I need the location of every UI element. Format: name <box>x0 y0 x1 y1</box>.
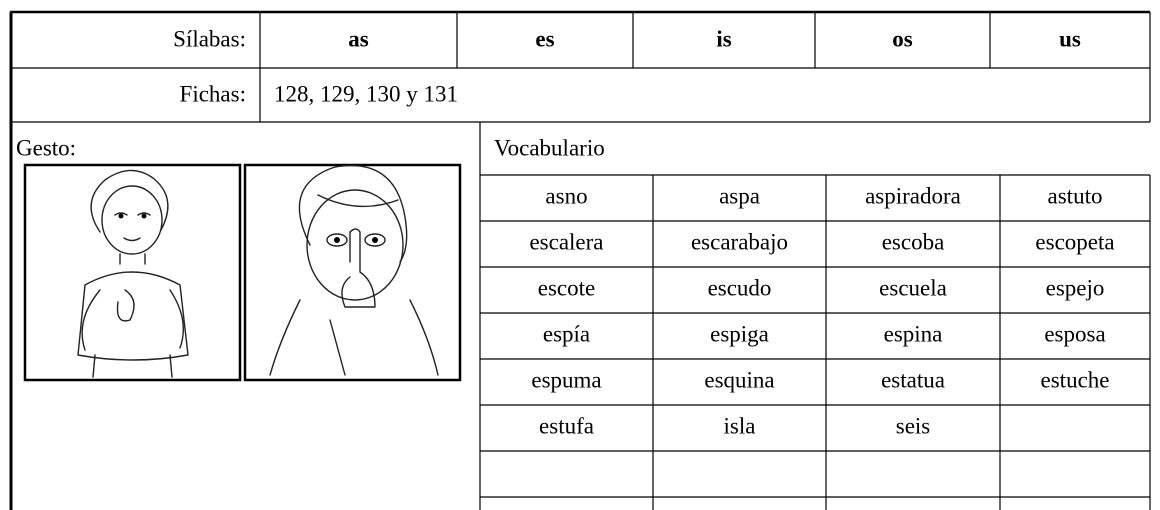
vocabulary-word: escudo <box>708 275 772 300</box>
syllable: as <box>348 26 369 51</box>
vocabulary-word: espejo <box>1046 275 1105 300</box>
vocabulary-word: espía <box>543 321 590 346</box>
syllable: es <box>535 26 554 51</box>
vocabulary-word: escopeta <box>1035 229 1114 254</box>
vocabulary-word: escuela <box>879 275 947 300</box>
vocabulary-word: esquina <box>704 367 774 392</box>
vocabulary-word: escote <box>538 275 595 300</box>
gesture-image <box>23 163 242 382</box>
vocabulary-word: escoba <box>882 229 945 254</box>
vocabulary-word: esposa <box>1044 321 1105 346</box>
vocabulary-word: seis <box>896 413 931 438</box>
fichas-value: 128, 129, 130 y 131 <box>274 81 458 106</box>
vocabulary-word: espiga <box>710 321 769 346</box>
gesture-image <box>243 163 462 382</box>
vocabulary-word: astuto <box>1048 183 1103 208</box>
vocabulary-word: espuma <box>531 367 601 392</box>
vocabulary-word: isla <box>724 413 756 438</box>
vocabulary-title: Vocabulario <box>494 135 605 160</box>
vocabulary-word: estufa <box>539 413 594 438</box>
vocabulary-word: escalera <box>529 229 603 254</box>
vocabulary-word: asno <box>545 183 587 208</box>
vocabulary-word: aspa <box>719 183 760 208</box>
vocabulary-word: aspiradora <box>865 183 961 208</box>
gesture-label: Gesto: <box>16 135 76 160</box>
vocabulary-word: escarabajo <box>691 229 788 254</box>
row-label: Fichas: <box>180 81 246 106</box>
syllable: os <box>892 26 913 51</box>
vocabulary-word: estatua <box>881 367 945 392</box>
syllable: is <box>716 26 731 51</box>
vocabulary-word: estuche <box>1041 367 1110 392</box>
syllable: us <box>1059 26 1081 51</box>
vocabulary-word: espina <box>884 321 943 346</box>
row-label: Sílabas: <box>173 26 246 51</box>
